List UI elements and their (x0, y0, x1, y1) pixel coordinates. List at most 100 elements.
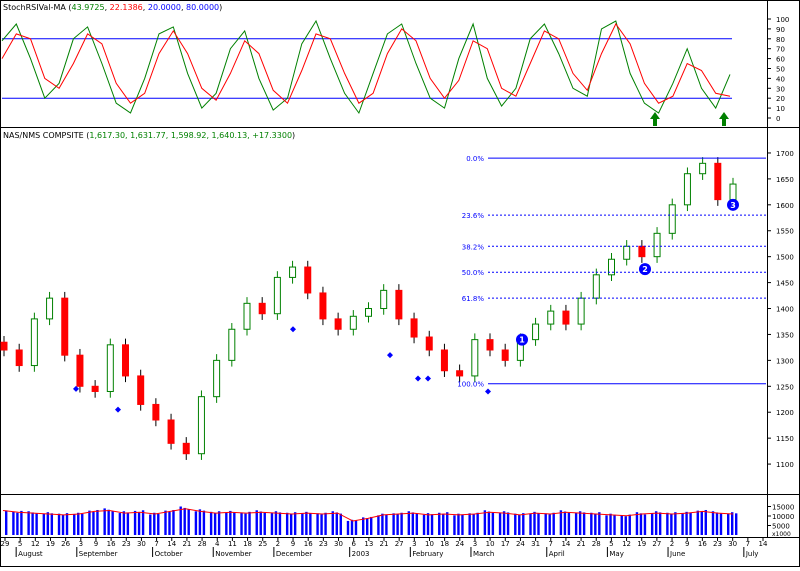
month-label: August (18, 550, 43, 558)
candle-body (471, 339, 479, 377)
candle-body (289, 266, 297, 278)
osc-tick-label: 80 (776, 36, 785, 44)
candle-body (380, 289, 388, 310)
day-tick-label: 12 (31, 540, 40, 548)
volume-bar (153, 512, 156, 535)
month-label: October (155, 550, 183, 558)
candle-body (152, 403, 160, 421)
price-tick-label: 1250 (776, 383, 794, 391)
price-panel: 1700165016001550150014501400135013001250… (0, 150, 794, 469)
candle-body (137, 375, 145, 405)
volume-tick-label: 5000 (772, 523, 790, 531)
candle-body (410, 318, 418, 338)
volume-bar (522, 513, 525, 535)
day-tick-label: 18 (440, 540, 449, 548)
osc-tick-label: 100 (776, 16, 789, 24)
volume-bar (16, 512, 19, 535)
volume-bar (335, 512, 338, 535)
price-ohlc: 1,617.30, 1,631.77, 1,598.92, 1,640.13, … (89, 131, 292, 140)
volume-bar (5, 510, 8, 535)
volume-bar (73, 514, 76, 535)
candle-body (91, 385, 99, 392)
volume-bar (198, 509, 202, 535)
volume-bar (263, 512, 266, 535)
volume-bar (727, 513, 730, 535)
volume-unit-label: x1000 (772, 531, 791, 538)
day-tick-label: 19 (637, 540, 646, 548)
volume-bar (411, 512, 415, 535)
volume-bar (689, 513, 692, 535)
volume-bar (446, 512, 449, 535)
day-tick-label: 10 (425, 540, 434, 548)
volume-bar (209, 511, 213, 535)
volume-bar (88, 510, 91, 535)
candle-body (304, 266, 312, 294)
day-tick-label: 11 (228, 540, 237, 548)
volume-bar (77, 512, 80, 535)
candle-body (319, 292, 327, 320)
volume-bar (643, 514, 647, 535)
volume-bar (35, 513, 38, 535)
candle-body (501, 349, 509, 361)
volume-bar (426, 513, 430, 535)
day-tick-label: 6 (351, 540, 356, 548)
volume-bar (533, 511, 536, 535)
day-tick-label: 23 (122, 540, 131, 548)
wave-marker-text: 1 (519, 336, 525, 345)
day-tick-label: 9 (94, 540, 98, 548)
volume-bar (590, 512, 593, 535)
candle-body (668, 204, 676, 234)
volume-bar (628, 514, 631, 535)
candle-body (532, 323, 540, 341)
price-tick-label: 1350 (776, 331, 794, 339)
volume-bar (544, 513, 547, 535)
volume-bar (715, 512, 719, 535)
volume-bar (293, 512, 297, 535)
volume-bar (324, 512, 327, 535)
volume-bar (559, 510, 563, 535)
volume-bar (385, 514, 388, 535)
volume-bar (133, 510, 137, 535)
volume-bar (381, 513, 384, 535)
signal-diamond-marker (425, 375, 431, 382)
candle-body (395, 289, 403, 320)
volume-bar (57, 513, 61, 535)
volume-bar (620, 515, 623, 535)
day-tick-label: 23 (319, 540, 328, 548)
volume-bar (635, 512, 639, 535)
candle-body (122, 344, 129, 377)
day-tick-label: 29 (1, 540, 10, 548)
osc-tick-label: 90 (776, 26, 785, 34)
arrow-head (719, 112, 729, 119)
volume-bar (731, 512, 734, 535)
volume-bar (278, 512, 282, 535)
osc-tick-label: 10 (776, 105, 785, 113)
oscillator-value-1: 43.9725 (71, 3, 104, 12)
volume-bar (81, 513, 84, 535)
volume-bar (350, 519, 354, 535)
volume-bar (476, 512, 479, 535)
volume-bar (20, 510, 23, 535)
candle-body (714, 162, 722, 201)
volume-bar (396, 514, 399, 535)
candle-body (653, 232, 661, 258)
volume-bar (31, 512, 34, 535)
osc-tick-label: 40 (776, 75, 785, 83)
price-tick-label: 1650 (776, 176, 794, 184)
day-tick-label: 19 (46, 540, 55, 548)
volume-bar (46, 512, 50, 535)
volume-bar (422, 514, 426, 535)
candle-body (106, 344, 114, 392)
candle-body (562, 310, 570, 325)
volume-bar (65, 513, 69, 535)
fib-label: 0.0% (466, 155, 484, 163)
volume-bar (217, 511, 221, 535)
price-title: NAS/NMS COMPSITE (3, 131, 84, 140)
volume-bar (704, 509, 707, 535)
day-tick-label: 9 (685, 540, 689, 548)
date-axis: 29 5 12 19 26 3 9 16 23 30 7 14 21 28 4 11 18 25 2 9 16 23 30 6… (1, 538, 768, 558)
volume-bar (639, 513, 643, 535)
candle-body (547, 310, 555, 325)
day-tick-label: 24 (455, 540, 464, 548)
day-tick-label: 27 (395, 540, 404, 548)
